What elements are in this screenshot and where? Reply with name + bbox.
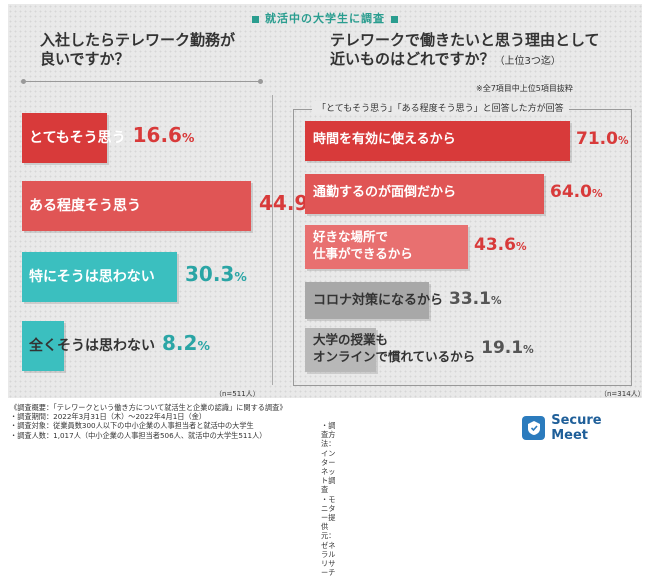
footer-provider: ・モニター提供元：ゼネラルリサーチ — [321, 494, 336, 577]
value-label-left-0: 16.6% — [132, 123, 195, 147]
bar-left-3 — [22, 321, 64, 371]
left-divider — [24, 81, 260, 82]
survey-footer: 《調査概要：「テレワークという働き方について就活生と企業の認識」に関する調査》 … — [10, 403, 335, 577]
footer-target: ・調査対象：従業員数300人以下の中小企業の人事担当者と就活中の大学生 — [10, 421, 254, 431]
header-title: 就活中の大学生に調査 — [0, 10, 650, 26]
column-separator — [272, 95, 273, 385]
value-label-left-2: 30.3% — [185, 262, 247, 286]
right-question-note: ※全7項目中上位5項目抜粋 — [476, 84, 573, 93]
shield-logo-icon — [522, 416, 546, 440]
bar-label-right-0: 時間を有効に使えるから — [313, 132, 456, 147]
footer-period: ・調査期間：2022年3月31日（木）〜2022年4月1日（金） — [10, 412, 207, 422]
bar-right-4 — [305, 328, 376, 372]
right-bracket-label: 「とてもそう思う」「ある程度そう思う」と回答した方が回答 — [312, 101, 569, 114]
value-label-right-2: 43.6% — [474, 235, 527, 255]
square-icon — [391, 15, 398, 23]
bar-left-1 — [22, 181, 251, 231]
bar-label-right-2: 好きな場所で 仕事ができるから — [313, 229, 413, 261]
bar-label-left-1: ある程度そう思う — [29, 198, 141, 214]
footer-method: ・調査方法：インターネット調査 — [321, 421, 336, 495]
divider-dot — [258, 79, 263, 84]
value-label-left-3: 8.2% — [162, 331, 210, 355]
bar-label-left-3: 全くそうは思わない — [29, 338, 155, 354]
bar-left-2 — [22, 252, 177, 302]
bar-right-1 — [305, 174, 544, 214]
divider-dot — [21, 79, 26, 84]
bar-label-left-0: とてもそう思う — [29, 130, 126, 146]
bar-label-right-3: コロナ対策になるから — [313, 293, 444, 308]
logo-text: Secure Meet — [551, 413, 602, 443]
bar-right-0 — [305, 121, 570, 161]
bar-label-left-2: 特にそうは思わない — [29, 269, 155, 285]
bar-label-right-4: 大学の授業も オンラインで慣れているから — [313, 332, 476, 364]
right-n-label: （n=314人） — [600, 390, 645, 398]
bar-right-2 — [305, 225, 468, 269]
footer-count: ・調査人数：1,017人（中小企業の人事担当者506人、就活中の大学生511人） — [10, 430, 267, 440]
right-question-title: テレワークで働きたいと思う理由として 近いものはどれですか？（上位3つ迄） — [330, 31, 600, 68]
secure-meet-logo: Secure Meet — [522, 412, 640, 444]
bar-label-right-1: 通勤するのが面倒だから — [313, 185, 457, 200]
value-label-right-0: 71.0% — [576, 129, 629, 149]
left-n-label: （n=511人） — [215, 390, 260, 398]
value-label-right-4: 19.1% — [481, 338, 534, 358]
bar-right-3 — [305, 282, 429, 319]
left-question-title: 入社したらテレワーク勤務が 良いですか？ — [40, 31, 236, 68]
footer-overview: 《調査概要：「テレワークという働き方について就活生と企業の認識」に関する調査》 — [10, 403, 287, 412]
value-label-right-1: 64.0% — [550, 182, 603, 202]
bar-left-0 — [22, 113, 107, 163]
value-label-right-3: 33.1% — [449, 288, 502, 309]
square-icon — [252, 15, 259, 23]
